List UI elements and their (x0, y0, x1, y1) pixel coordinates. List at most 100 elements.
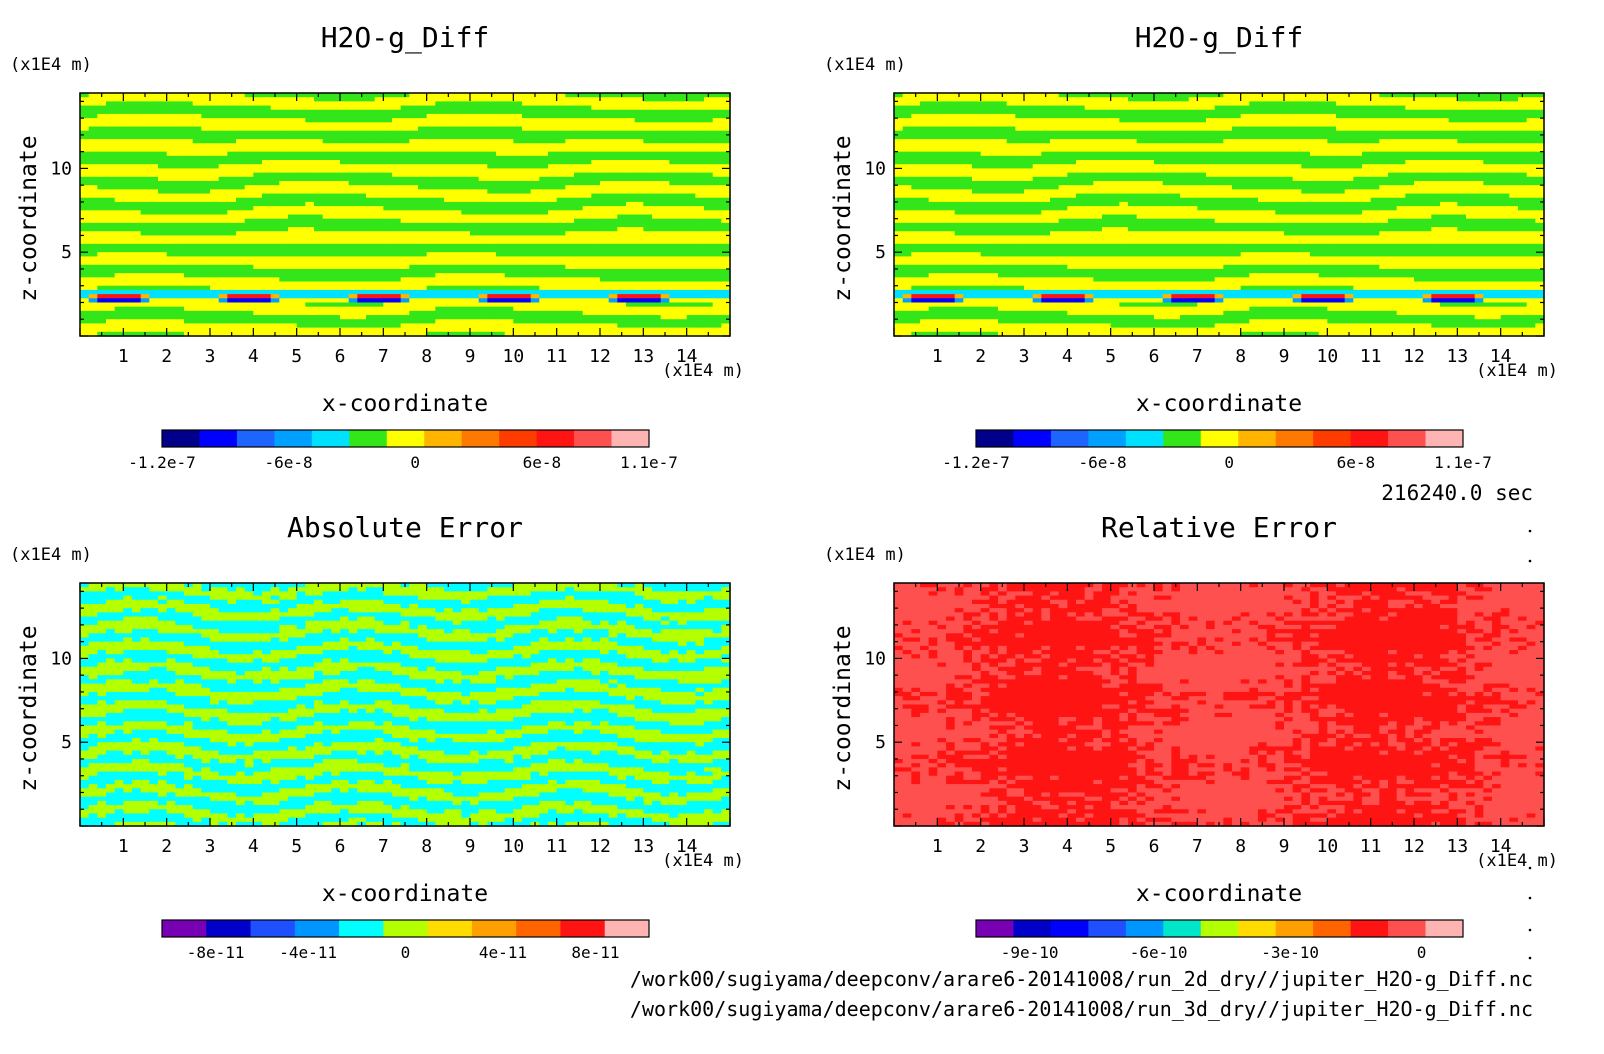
heatmap-cell (1059, 101, 1068, 106)
heatmap-cell (661, 173, 670, 178)
heatmap-cell (461, 114, 470, 119)
heatmap-cell (617, 127, 626, 132)
heatmap-cell (279, 315, 288, 320)
heatmap-cell (184, 173, 193, 178)
heatmap-cell (305, 101, 314, 106)
heatmap-cell (184, 223, 193, 228)
heatmap-cell (496, 261, 505, 266)
heatmap-cell (557, 227, 566, 232)
heatmap-cell (167, 240, 176, 245)
heatmap-cell (167, 168, 176, 173)
heatmap-cell (279, 181, 288, 186)
heatmap-cell (236, 235, 245, 240)
heatmap-cell (227, 244, 236, 249)
heatmap-cell (314, 101, 323, 106)
heatmap-cell (695, 315, 704, 320)
heatmap-cell (123, 139, 132, 144)
heatmap-cell (539, 122, 548, 127)
heatmap-cell (695, 282, 704, 287)
heatmap-cell (418, 307, 427, 312)
heatmap-cell (583, 231, 592, 236)
heatmap-cell (141, 252, 150, 257)
heatmap-cell (383, 198, 392, 203)
heatmap-cell (505, 106, 514, 111)
heatmap-cell (219, 206, 228, 211)
heatmap-cell (704, 223, 713, 228)
heatmap-cell (349, 206, 358, 211)
heatmap-cell (453, 122, 462, 127)
heatmap-cell (496, 127, 505, 132)
heatmap-cell (175, 277, 184, 282)
heatmap-cell (383, 118, 392, 123)
heatmap-cell (643, 328, 652, 333)
heatmap-cell (305, 252, 314, 257)
heatmap-cell (271, 315, 280, 320)
heatmap-cell (236, 328, 245, 333)
heatmap-cell (340, 319, 349, 324)
heatmap-cell (435, 315, 444, 320)
heatmap-cell (548, 106, 557, 111)
heatmap-cell (262, 127, 271, 132)
heatmap-cell (123, 315, 132, 320)
heatmap-cell (141, 97, 150, 102)
heatmap-cell (609, 114, 618, 119)
heatmap-cell (123, 277, 132, 282)
heatmap-cell (557, 135, 566, 140)
heatmap-cell (158, 135, 167, 140)
heatmap-cell (435, 256, 444, 261)
heatmap-cell (1137, 97, 1146, 102)
heatmap-cell (600, 210, 609, 215)
heatmap-cell (695, 210, 704, 215)
heatmap-cell (470, 122, 479, 127)
heatmap-cell (383, 202, 392, 207)
heatmap-cell (565, 210, 574, 215)
heatmap-cell (661, 235, 670, 240)
heatmap-cell (375, 323, 384, 328)
heatmap-cell (349, 328, 358, 333)
heatmap-cell (444, 298, 453, 303)
heatmap-cell (1232, 110, 1241, 115)
heatmap-cell (652, 101, 661, 106)
heatmap-cell (349, 114, 358, 119)
heatmap-cell (557, 206, 566, 211)
heatmap-cell (141, 106, 150, 111)
heatmap-cell (357, 294, 366, 299)
heatmap-cell (522, 319, 531, 324)
heatmap-cell (401, 219, 410, 224)
heatmap-cell (375, 189, 384, 194)
heatmap-cell (505, 160, 514, 165)
heatmap-cell (505, 122, 514, 127)
heatmap-cell (167, 252, 176, 257)
heatmap-cell (1353, 97, 1362, 102)
heatmap-cell (314, 269, 323, 274)
heatmap-cell (626, 206, 635, 211)
heatmap-cell (418, 189, 427, 194)
heatmap-cell (522, 131, 531, 136)
heatmap-cell (565, 135, 574, 140)
heatmap-cell (695, 261, 704, 266)
heatmap-cell (97, 219, 106, 224)
heatmap-cell (392, 202, 401, 207)
heatmap-cell (453, 273, 462, 278)
heatmap-cell (158, 290, 167, 295)
heatmap-cell (461, 227, 470, 232)
heatmap-cell (687, 143, 696, 148)
heatmap-cell (1007, 118, 1016, 123)
heatmap-cell (141, 156, 150, 161)
heatmap-cell (1509, 114, 1518, 119)
heatmap-cell (279, 185, 288, 190)
heatmap-cell (262, 286, 271, 291)
heatmap-cell (236, 106, 245, 111)
heatmap-cell (375, 114, 384, 119)
heatmap-cell (643, 173, 652, 178)
heatmap-cell (1059, 114, 1068, 119)
heatmap-cell (444, 240, 453, 245)
heatmap-cell (383, 223, 392, 228)
heatmap-cell (531, 273, 540, 278)
heatmap-cell (531, 227, 540, 232)
heatmap-cell (704, 298, 713, 303)
heatmap-cell (496, 143, 505, 148)
heatmap-cell (704, 168, 713, 173)
heatmap-cell (427, 311, 436, 316)
heatmap-cell (236, 256, 245, 261)
